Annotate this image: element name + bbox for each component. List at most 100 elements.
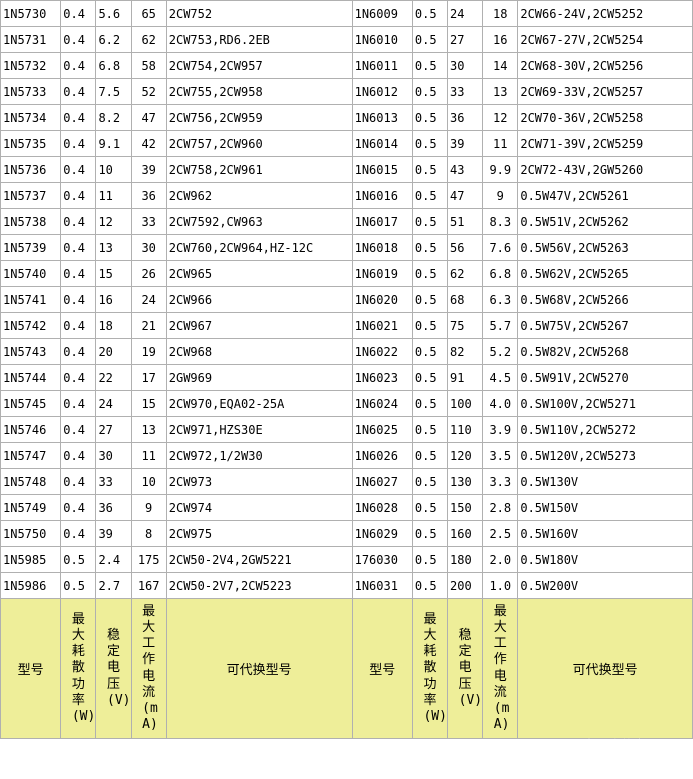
table-cell: 39 xyxy=(448,131,483,157)
table-cell: 1.0 xyxy=(483,573,518,599)
table-cell: 2CW974 xyxy=(166,495,352,521)
table-cell: 0.4 xyxy=(61,417,96,443)
table-cell: 2CW971,HZS30E xyxy=(166,417,352,443)
table-cell: 3.5 xyxy=(483,443,518,469)
table-cell: 2.5 xyxy=(483,521,518,547)
table-cell: 2.4 xyxy=(96,547,131,573)
table-cell: 75 xyxy=(448,313,483,339)
table-cell: 0.5 xyxy=(412,53,447,79)
table-cell: 100 xyxy=(448,391,483,417)
table-cell: 2CW966 xyxy=(166,287,352,313)
table-row: 1N57480.433102CW9731N60270.51303.30.5W13… xyxy=(1,469,693,495)
table-cell: 21 xyxy=(131,313,166,339)
table-cell: 1N6021 xyxy=(352,313,412,339)
table-cell: 0.4 xyxy=(61,27,96,53)
table-cell: 0.4 xyxy=(61,53,96,79)
table-row: 1N57500.43982CW9751N60290.51602.50.5W160… xyxy=(1,521,693,547)
table-cell: 47 xyxy=(131,105,166,131)
table-cell: 110 xyxy=(448,417,483,443)
table-cell: 0.5 xyxy=(412,261,447,287)
table-cell: 0.5W82V,2CW5268 xyxy=(518,339,693,365)
table-cell: 0.5 xyxy=(412,183,447,209)
header-max-power-right: 最大耗散功率(W) xyxy=(412,599,447,739)
table-cell: 1N5732 xyxy=(1,53,61,79)
table-cell: 2CW71-39V,2CW5259 xyxy=(518,131,693,157)
header-max-current-left: 最大工作电流(mA) xyxy=(131,599,166,739)
table-cell: 9.9 xyxy=(483,157,518,183)
table-cell: 8.2 xyxy=(96,105,131,131)
table-cell: 1N6014 xyxy=(352,131,412,157)
header-max-current-right: 最大工作电流(mA) xyxy=(483,599,518,739)
table-cell: 1N5737 xyxy=(1,183,61,209)
table-cell: 39 xyxy=(96,521,131,547)
table-cell: 1N6026 xyxy=(352,443,412,469)
table-cell: 0.5 xyxy=(412,443,447,469)
header-substitute-right: 可代换型号 xyxy=(518,599,693,739)
table-cell: 2CW50-2V7,2CW5223 xyxy=(166,573,352,599)
table-cell: 2CW755,2CW958 xyxy=(166,79,352,105)
table-row: 1N57450.424152CW970,EQA02-25A1N60240.510… xyxy=(1,391,693,417)
table-cell: 0.5W56V,2CW5263 xyxy=(518,235,693,261)
table-header-row: 型号 最大耗散功率(W) 稳定电压(V) 最大工作电流(mA) 可代换型号 型号… xyxy=(1,599,693,739)
table-cell: 5.6 xyxy=(96,1,131,27)
table-row: 1N57360.410392CW758,2CW9611N60150.5439.9… xyxy=(1,157,693,183)
table-cell: 1N5748 xyxy=(1,469,61,495)
table-cell: 0.5 xyxy=(412,365,447,391)
table-cell: 1N5739 xyxy=(1,235,61,261)
table-cell: 1N5750 xyxy=(1,521,61,547)
table-cell: 1N5745 xyxy=(1,391,61,417)
table-cell: 0.5W130V xyxy=(518,469,693,495)
table-cell: 2CW66-24V,2CW5252 xyxy=(518,1,693,27)
table-cell: 2GW969 xyxy=(166,365,352,391)
table-row: 1N57330.47.5522CW755,2CW9581N60120.53313… xyxy=(1,79,693,105)
table-cell: 47 xyxy=(448,183,483,209)
table-cell: 0.5W47V,2CW5261 xyxy=(518,183,693,209)
table-cell: 1N5743 xyxy=(1,339,61,365)
table-cell: 1N6018 xyxy=(352,235,412,261)
table-cell: 0.5 xyxy=(412,417,447,443)
table-row: 1N59860.52.71672CW50-2V7,2CW52231N60310.… xyxy=(1,573,693,599)
table-cell: 1N6031 xyxy=(352,573,412,599)
table-cell: 1N5986 xyxy=(1,573,61,599)
table-cell: 160 xyxy=(448,521,483,547)
table-cell: 2CW970,EQA02-25A xyxy=(166,391,352,417)
table-cell: 7.5 xyxy=(96,79,131,105)
table-cell: 1N6025 xyxy=(352,417,412,443)
table-cell: 0.5 xyxy=(412,339,447,365)
table-cell: 1N5738 xyxy=(1,209,61,235)
table-row: 1N57380.412332CW7592,CW9631N60170.5518.3… xyxy=(1,209,693,235)
table-cell: 0.4 xyxy=(61,105,96,131)
table-cell: 18 xyxy=(483,1,518,27)
table-cell: 0.5 xyxy=(412,573,447,599)
table-cell: 0.5 xyxy=(412,105,447,131)
table-cell: 1N6023 xyxy=(352,365,412,391)
table-cell: 56 xyxy=(448,235,483,261)
table-cell: 2CW753,RD6.2EB xyxy=(166,27,352,53)
table-cell: 18 xyxy=(96,313,131,339)
table-cell: 0.4 xyxy=(61,235,96,261)
table-cell: 0.5 xyxy=(412,287,447,313)
table-cell: 0.5W62V,2CW5265 xyxy=(518,261,693,287)
table-cell: 0.4 xyxy=(61,79,96,105)
table-cell: 0.5 xyxy=(412,79,447,105)
table-cell: 24 xyxy=(131,287,166,313)
table-cell: 2CW975 xyxy=(166,521,352,547)
table-cell: 1N6028 xyxy=(352,495,412,521)
table-cell: 33 xyxy=(131,209,166,235)
table-cell: 43 xyxy=(448,157,483,183)
table-cell: 33 xyxy=(448,79,483,105)
table-cell: 12 xyxy=(483,105,518,131)
table-cell: 1N5742 xyxy=(1,313,61,339)
table-cell: 0.5 xyxy=(61,547,96,573)
table-cell: 2CW70-36V,2CW5258 xyxy=(518,105,693,131)
table-cell: 6.8 xyxy=(483,261,518,287)
table-row: 1N57340.48.2472CW756,2CW9591N60130.53612… xyxy=(1,105,693,131)
table-cell: 65 xyxy=(131,1,166,27)
table-row: 1N57370.411362CW9621N60160.54790.5W47V,2… xyxy=(1,183,693,209)
table-row: 1N57470.430112CW972,1/2W301N60260.51203.… xyxy=(1,443,693,469)
table-cell: 0.5 xyxy=(412,495,447,521)
table-cell: 1N6029 xyxy=(352,521,412,547)
table-cell: 0.4 xyxy=(61,495,96,521)
table-cell: 0.4 xyxy=(61,313,96,339)
table-cell: 0.5 xyxy=(412,157,447,183)
